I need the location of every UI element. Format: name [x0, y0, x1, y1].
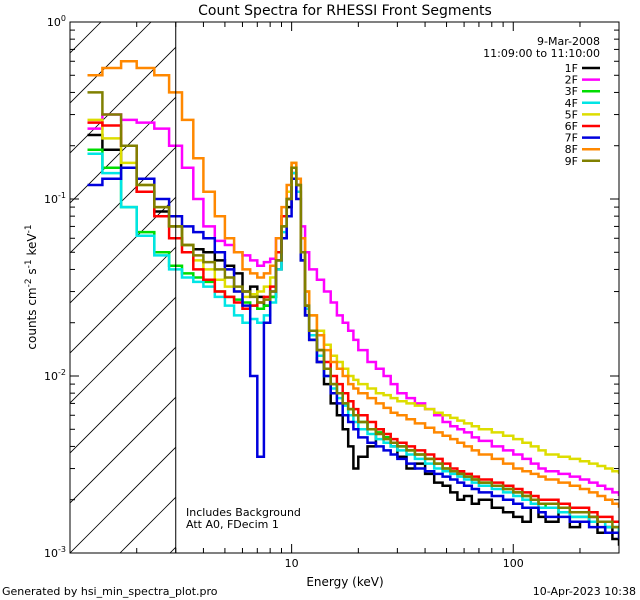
legend-label-7F: 7F [565, 132, 578, 145]
hatch-line [70, 46, 176, 154]
legend-label-8F: 8F [565, 143, 578, 156]
series-5F [87, 118, 619, 474]
annotation-attenuator: Att A0, FDecim 1 [186, 518, 279, 531]
legend-label-3F: 3F [565, 85, 578, 98]
y-tick-label: 100 [47, 14, 66, 29]
footer-generated-by: Generated by hsi_min_spectra_plot.pro [2, 585, 218, 598]
y-tick-label: 10-3 [44, 545, 66, 560]
series-1F [87, 133, 619, 546]
x-tick-label: 100 [503, 557, 524, 570]
series-9F [87, 91, 619, 529]
legend-date: 9-Mar-2008 [537, 35, 600, 48]
footer-timestamp: 10-Apr-2023 10:38 [532, 585, 636, 598]
legend-label-9F: 9F [565, 155, 578, 168]
series-7F [87, 166, 619, 539]
hatch-line [70, 396, 176, 504]
y-tick-label: 10-1 [44, 191, 66, 206]
legend-label-4F: 4F [565, 97, 578, 110]
plot-frame [69, 21, 620, 554]
legend-label-5F: 5F [565, 108, 578, 121]
hatch-line [0, 0, 120, 553]
y-axis-label: counts cm-2 s-1 keV-1 [24, 224, 39, 349]
hatch-line [70, 196, 176, 304]
hatch-line [70, 22, 152, 104]
y-tick-label: 10-2 [44, 368, 66, 383]
x-axis-label: Energy (keV) [306, 575, 383, 589]
legend-label-2F: 2F [565, 74, 578, 87]
series-2F [87, 113, 619, 496]
hatch-line [70, 446, 176, 553]
chart-title: Count Spectra for RHESSI Front Segments [198, 3, 492, 19]
hatch-line [70, 346, 176, 454]
x-tick-label: 10 [285, 557, 299, 570]
annotation-background: Includes Background [186, 506, 301, 519]
legend-label-6F: 6F [565, 120, 578, 133]
legend-time-range: 11:09:00 to 11:10:00 [483, 47, 600, 60]
series-8F [87, 60, 619, 508]
attenuator-hatch-region [0, 0, 176, 553]
legend-label-1F: 1F [565, 62, 578, 75]
